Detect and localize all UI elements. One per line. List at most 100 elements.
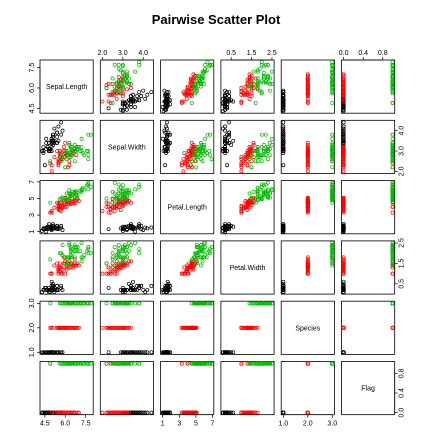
data-point	[281, 102, 286, 107]
data-point	[305, 361, 310, 366]
data-point	[100, 208, 105, 213]
data-point	[270, 361, 274, 366]
data-point	[247, 191, 252, 196]
data-point	[223, 350, 228, 355]
data-point	[195, 301, 200, 306]
data-point	[100, 99, 105, 104]
data-point	[255, 81, 260, 86]
data-point	[330, 76, 335, 81]
data-point	[122, 245, 127, 250]
data-point	[131, 224, 135, 229]
data-point	[126, 241, 131, 245]
data-point	[63, 165, 68, 170]
data-point	[86, 157, 91, 162]
panel-grid: Sepal.Length Sepal.Width Petal.Length Petal…	[29, 50, 406, 428]
data-point	[390, 84, 395, 89]
data-point	[249, 151, 254, 155]
panel-frame	[160, 59, 215, 114]
data-point	[56, 227, 61, 232]
data-point	[74, 301, 79, 306]
data-point	[223, 107, 228, 112]
data-point	[149, 350, 154, 355]
data-point	[341, 128, 346, 133]
data-point	[305, 146, 310, 151]
data-point	[131, 410, 135, 415]
data-point	[118, 91, 123, 96]
data-point	[131, 227, 135, 232]
data-point	[193, 159, 198, 164]
data-point	[72, 410, 77, 415]
data-point	[223, 124, 228, 129]
data-point	[112, 410, 117, 415]
data-point	[270, 81, 274, 86]
data-point	[71, 410, 76, 415]
data-point	[124, 87, 129, 92]
data-point	[270, 136, 274, 141]
data-point	[120, 247, 125, 252]
data-point	[179, 361, 184, 366]
data-point	[124, 361, 129, 366]
data-point	[265, 187, 270, 192]
data-point	[390, 88, 395, 93]
data-point	[72, 361, 77, 366]
data-point	[60, 153, 65, 158]
data-point	[305, 169, 310, 174]
data-point	[106, 350, 111, 355]
data-point	[191, 267, 196, 272]
data-point	[221, 410, 225, 415]
data-point	[185, 410, 190, 415]
data-point	[184, 155, 189, 160]
data-point	[194, 146, 199, 151]
data-point	[330, 151, 335, 155]
data-point	[390, 255, 395, 260]
data-point	[59, 410, 64, 415]
data-point	[120, 361, 125, 366]
data-point	[68, 265, 73, 270]
data-point	[241, 92, 246, 97]
data-point	[64, 149, 69, 153]
data-point	[163, 144, 168, 149]
data-point	[192, 153, 197, 158]
data-point	[124, 410, 129, 415]
data-point	[261, 80, 266, 85]
data-point	[108, 361, 113, 366]
data-point	[267, 191, 272, 196]
data-point	[267, 153, 272, 158]
data-point	[245, 155, 250, 160]
data-point	[203, 136, 207, 141]
data-point	[251, 155, 256, 160]
data-point	[185, 159, 190, 164]
data-point	[305, 76, 310, 81]
data-point	[198, 146, 203, 151]
data-point	[86, 361, 91, 366]
data-point	[255, 83, 260, 88]
data-point	[129, 283, 133, 288]
data-point	[75, 325, 80, 330]
data-point	[72, 263, 77, 268]
data-point	[110, 251, 115, 256]
data-point	[70, 255, 74, 260]
data-point	[249, 76, 254, 81]
data-point	[255, 76, 260, 81]
data-point	[141, 287, 146, 292]
data-point	[305, 267, 310, 272]
data-point	[64, 255, 69, 260]
data-point	[133, 187, 138, 192]
data-point	[118, 261, 123, 266]
data-point	[72, 159, 77, 164]
data-point	[208, 132, 212, 137]
data-point	[330, 259, 335, 264]
data-point	[42, 410, 47, 415]
data-point	[251, 195, 256, 200]
data-point	[60, 350, 65, 355]
data-point	[330, 144, 335, 149]
data-point	[281, 98, 286, 103]
data-point	[124, 80, 129, 85]
data-point	[48, 200, 53, 205]
data-point	[249, 81, 254, 86]
data-point	[253, 149, 258, 153]
data-point	[267, 361, 272, 366]
data-point	[255, 69, 260, 74]
data-point	[330, 194, 335, 199]
panel-frame	[220, 119, 275, 174]
